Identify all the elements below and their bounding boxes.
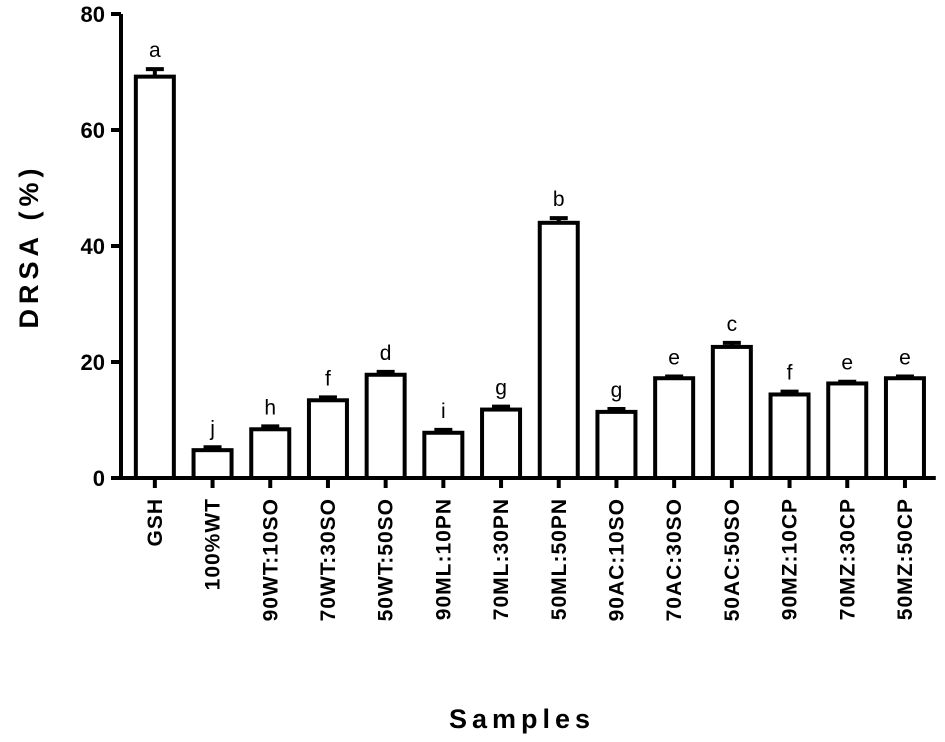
x-tick-label: 90ML:10PN: [432, 498, 455, 620]
bar: [249, 427, 292, 480]
significance-letter: h: [264, 396, 276, 419]
significance-letter: i: [441, 400, 446, 423]
bars-group: [133, 74, 926, 481]
x-tick-label: 90MZ:10CP: [779, 498, 802, 620]
bar: [537, 220, 580, 480]
significance-letter: d: [380, 342, 392, 365]
x-tick-label: GSH: [144, 498, 167, 547]
significance-letter: b: [553, 188, 565, 211]
significance-letter: e: [899, 347, 911, 370]
bar: [306, 398, 349, 480]
significance-letter: c: [727, 313, 738, 336]
x-tick-label: 70MZ:30CP: [836, 498, 859, 620]
bar: [595, 409, 638, 481]
significance-letter: e: [841, 352, 853, 375]
x-tick-label: 50AC:50SO: [721, 498, 744, 621]
x-tick-label: 100%WT: [202, 498, 225, 590]
x-tick-label: 70WT:30SO: [317, 498, 340, 621]
significance-letter: e: [668, 347, 680, 370]
bar: [653, 376, 696, 480]
bar: [826, 381, 869, 480]
significance-letter: f: [787, 362, 793, 385]
bar: [191, 448, 234, 481]
significance-letter: j: [209, 417, 215, 440]
bar: [364, 372, 407, 481]
y-tick-label: 40: [81, 234, 105, 259]
x-tick-label: 70AC:30SO: [663, 498, 686, 621]
x-tick-label: 50ML:50PN: [548, 498, 571, 620]
error-bars-group: [145, 67, 914, 451]
x-tick-label: 50WT:50SO: [375, 498, 398, 621]
x-axis: [119, 476, 936, 488]
x-tick-label: 70ML:30PN: [490, 498, 513, 620]
y-axis: 0 20 40 60 80: [81, 2, 123, 491]
x-tick-label: 50MZ:50CP: [894, 498, 917, 620]
bar: [133, 74, 176, 480]
y-tick-label: 60: [81, 118, 105, 143]
bar: [710, 344, 753, 481]
y-axis-title: DRSA (%): [14, 164, 44, 329]
bar: [768, 392, 811, 481]
bar: [422, 430, 465, 481]
significance-letter: a: [149, 39, 161, 62]
bar: [480, 407, 523, 480]
y-tick-label: 20: [81, 350, 105, 375]
significance-letter: g: [495, 377, 507, 400]
x-axis-title: Samples: [449, 704, 595, 734]
x-tick-label: 90AC:10SO: [605, 498, 628, 621]
x-tick-label: 90WT:10SO: [259, 498, 282, 621]
y-tick-label: 0: [93, 466, 105, 491]
y-tick-label: 80: [81, 2, 105, 27]
category-labels-group: GSH 100%WT 90WT:10SO 70WT:30SO 50WT:50SO 90ML…: [144, 498, 917, 621]
significance-letters-group: a j h f d i g b g e c f e e: [149, 39, 911, 440]
significance-letter: f: [325, 367, 331, 390]
significance-letter: g: [611, 379, 623, 402]
bar: [883, 376, 926, 480]
